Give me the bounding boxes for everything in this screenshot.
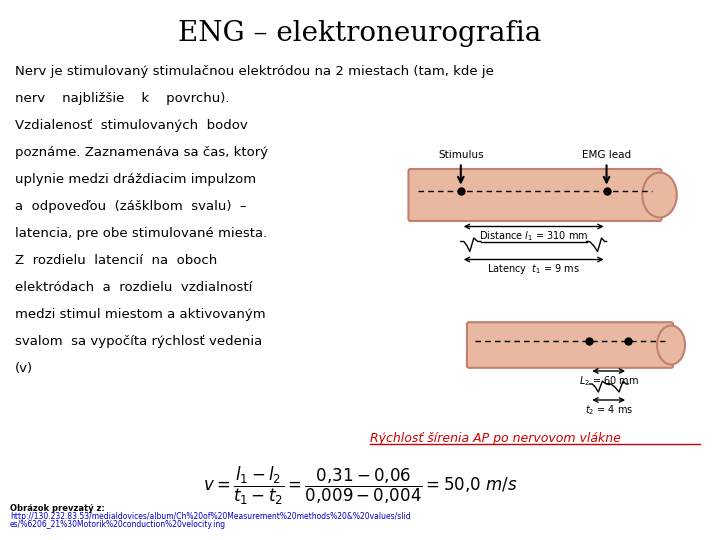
Text: medzi stimul miestom a aktivovaným: medzi stimul miestom a aktivovaným <box>15 308 266 321</box>
Text: a  odpoveďou  (zášklbom  svalu)  –: a odpoveďou (zášklbom svalu) – <box>15 200 247 213</box>
Text: uplynie medzi dráždiacim impulzom: uplynie medzi dráždiacim impulzom <box>15 173 256 186</box>
Text: Nerv je stimulovaný stimulačnou elektródou na 2 miestach (tam, kde je: Nerv je stimulovaný stimulačnou elektród… <box>15 65 494 78</box>
Text: Vzdialenosť  stimulovaných  bodov: Vzdialenosť stimulovaných bodov <box>15 119 248 132</box>
Text: latencia, pre obe stimulované miesta.: latencia, pre obe stimulované miesta. <box>15 227 267 240</box>
Text: Latency  $t_1$ = 9 ms: Latency $t_1$ = 9 ms <box>487 262 580 276</box>
Text: ENG – elektroneurografia: ENG – elektroneurografia <box>179 20 541 47</box>
Text: EMG lead: EMG lead <box>582 150 631 159</box>
Text: $L_2$ = 60 mm: $L_2$ = 60 mm <box>579 374 639 388</box>
Text: es/%6206_21%30Motorik%20conduction%20velocity.ing: es/%6206_21%30Motorik%20conduction%20vel… <box>10 520 226 529</box>
Text: svalom  sa vypočíta rýchlosť vedenia: svalom sa vypočíta rýchlosť vedenia <box>15 335 262 348</box>
Text: (v): (v) <box>15 362 33 375</box>
Text: poznáme. Zaznamenáva sa čas, ktorý: poznáme. Zaznamenáva sa čas, ktorý <box>15 146 268 159</box>
Text: Obrázok prevzatý z:: Obrázok prevzatý z: <box>10 504 104 513</box>
Text: $v = \dfrac{l_1 - l_2}{t_1 - t_2} = \dfrac{0{,}31 - 0{,}06}{0{,}009 - 0{,}004} =: $v = \dfrac{l_1 - l_2}{t_1 - t_2} = \dfr… <box>203 465 517 507</box>
Ellipse shape <box>642 172 677 218</box>
Text: Z  rozdielu  latencií  na  oboch: Z rozdielu latencií na oboch <box>15 254 217 267</box>
Ellipse shape <box>657 326 685 365</box>
Text: $t_2$ = 4 ms: $t_2$ = 4 ms <box>585 403 633 417</box>
Text: Stimulus: Stimulus <box>438 150 484 159</box>
Text: nerv    najbližšie    k    povrchu).: nerv najbližšie k povrchu). <box>15 92 230 105</box>
Text: http://130.232.83.53/medialdovices/album/Ch%20of%20Measurement%20methods%20&%20v: http://130.232.83.53/medialdovices/album… <box>10 512 410 521</box>
Text: Rýchlosť šírenia AP po nervovom vlákne: Rýchlosť šírenia AP po nervovom vlákne <box>370 432 621 445</box>
FancyBboxPatch shape <box>408 169 662 221</box>
FancyBboxPatch shape <box>467 322 673 368</box>
Text: Distance $l_1$ = 310 mm: Distance $l_1$ = 310 mm <box>479 230 588 244</box>
Text: elektródach  a  rozdielu  vzdialností: elektródach a rozdielu vzdialností <box>15 281 253 294</box>
